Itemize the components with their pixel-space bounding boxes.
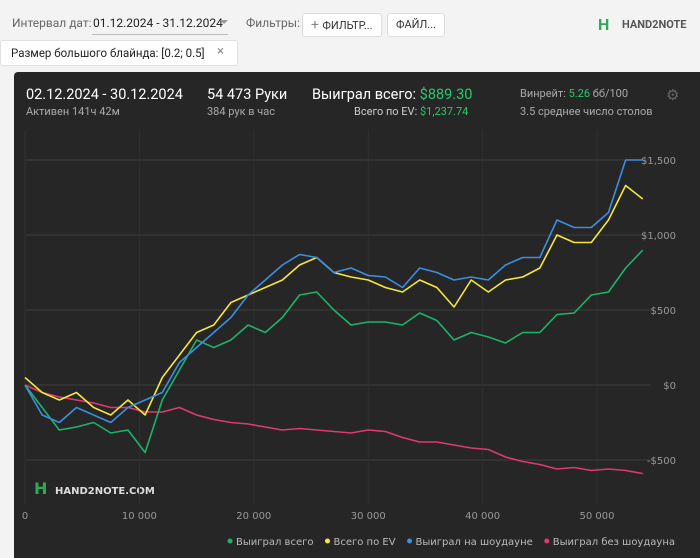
- hands-rate: 384 рук в час: [207, 105, 276, 118]
- period: 02.12.2024 - 30.12.2024: [26, 86, 183, 103]
- date-range[interactable]: 01.12.2024 - 31.12.2024: [93, 16, 223, 30]
- legend-label: Выиграл всего: [236, 537, 313, 548]
- series-line: [24, 249, 644, 454]
- filters-label: Фильтры:: [246, 16, 300, 30]
- file-button[interactable]: ФАЙЛ...: [387, 13, 446, 37]
- date-label: Интервал дат:: [12, 16, 92, 30]
- legend-label: Выиграл на шоудауне: [416, 537, 533, 548]
- x-tick-label: 10 000: [122, 511, 157, 522]
- y-tick-label: $500: [651, 306, 676, 317]
- settings-icon[interactable]: ⚙: [666, 86, 680, 104]
- dropdown-arrow: [220, 20, 228, 28]
- winrate-value: 5.26: [568, 87, 591, 100]
- legend-marker: [227, 538, 233, 544]
- legend-label: Всего по EV: [333, 537, 395, 548]
- logo: HAND2NOTE: [622, 18, 687, 31]
- legend-marker: [544, 538, 550, 544]
- watermark-icon: H: [34, 479, 47, 498]
- chip[interactable]: Размер большого блайнда: [0.2; 0.5] ×: [0, 40, 238, 66]
- watermark: HAND2NOTE.COM: [55, 486, 155, 497]
- winrate: Винрейт: 5.26 бб/100: [520, 87, 628, 100]
- won-label: Выиграл всего:: [312, 86, 417, 103]
- won: Выиграл всего: $889.30: [312, 86, 472, 103]
- winrate-label: Винрейт:: [520, 87, 566, 100]
- filter-button[interactable]: + ФИЛЬТР...: [302, 13, 382, 37]
- x-tick-label: 0: [22, 511, 28, 522]
- file-text: ФАЙЛ...: [396, 18, 437, 31]
- chip-text: Размер большого блайнда: [0.2; 0.5]: [11, 46, 205, 60]
- filter-text: ФИЛЬТР...: [322, 19, 373, 32]
- series-line: [24, 159, 643, 424]
- ev-label: Всего по EV:: [354, 105, 418, 118]
- ev-value: $1,237.74: [419, 105, 469, 118]
- ev: Всего по EV: $1,237.74: [354, 105, 468, 118]
- legend-marker: [324, 538, 330, 544]
- y-tick-label: $1,000: [641, 231, 676, 242]
- x-tick-label: 50 000: [580, 511, 615, 522]
- hands: 54 473 Руки: [207, 86, 288, 103]
- legend-marker: [407, 538, 413, 544]
- series-line: [24, 184, 644, 416]
- x-tick-label: 30 000: [351, 511, 386, 522]
- underline: [92, 34, 228, 35]
- x-tick-label: 20 000: [236, 511, 271, 522]
- winrate-unit: бб/100: [592, 87, 629, 100]
- panel: 02.12.2024 - 30.12.2024 Активен 141ч 42м…: [14, 72, 700, 558]
- y-tick-label: $0: [663, 381, 676, 392]
- y-tick-label: -$500: [647, 456, 676, 467]
- y-tick-label: $1,500: [641, 156, 676, 167]
- chip-close[interactable]: ×: [217, 44, 224, 59]
- x-tick-label: 40 000: [465, 511, 500, 522]
- logo-icon: H: [598, 15, 610, 34]
- legend-label: Выиграл без шоудауна: [553, 537, 675, 548]
- tables: 3.5 среднее число столов: [520, 105, 653, 118]
- active: Активен 141ч 42м: [26, 105, 120, 118]
- won-value: $889.30: [419, 86, 473, 103]
